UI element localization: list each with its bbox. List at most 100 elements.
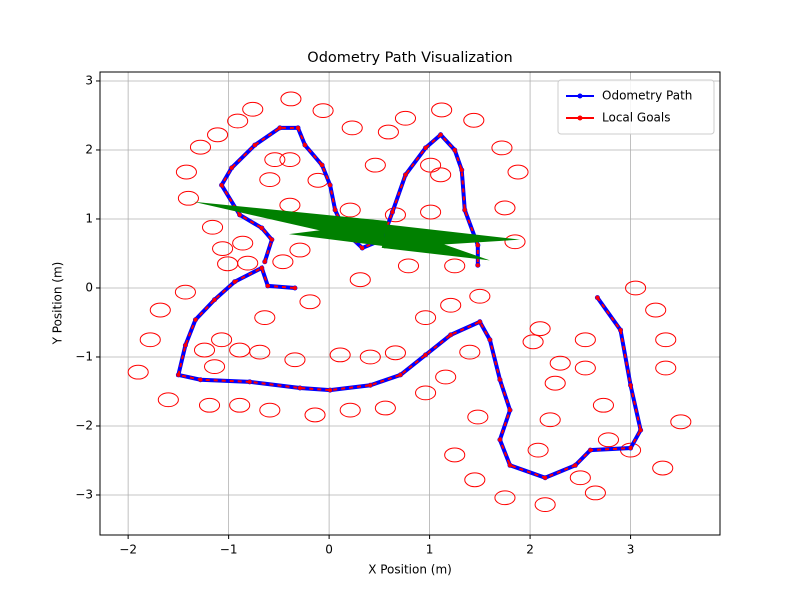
y-tick-label: −2 xyxy=(75,418,93,432)
series-marker xyxy=(462,208,467,213)
series-marker xyxy=(618,328,623,333)
goal-circle xyxy=(127,364,149,380)
goal-circle xyxy=(139,332,161,348)
series-marker xyxy=(360,245,365,250)
series-marker xyxy=(252,143,257,148)
goal-circle xyxy=(670,414,692,430)
legend-label: Odometry Path xyxy=(602,89,692,103)
goal-circle xyxy=(364,157,386,173)
goal-circle xyxy=(339,402,361,418)
goal-circle xyxy=(420,157,442,173)
goal-circle xyxy=(339,202,361,218)
series-marker xyxy=(237,212,242,217)
goal-circle xyxy=(232,235,254,251)
goal-circle xyxy=(272,254,294,270)
goal-circle xyxy=(198,397,221,413)
series-marker xyxy=(497,377,502,382)
goal-circle xyxy=(359,349,381,365)
y-tick-label: −3 xyxy=(75,487,93,501)
goal-circle xyxy=(574,360,596,376)
series-marker xyxy=(638,428,643,433)
goal-circle xyxy=(237,255,259,271)
goal-circle xyxy=(304,407,326,423)
series-marker xyxy=(543,475,548,480)
series-marker xyxy=(259,225,264,230)
series-marker xyxy=(320,163,325,168)
chart-title: Odometry Path Visualization xyxy=(307,50,512,66)
series-marker xyxy=(297,386,302,391)
goal-circle xyxy=(444,258,466,274)
goal-circle xyxy=(491,140,513,156)
quiver-arrow xyxy=(288,222,385,247)
goal-circle xyxy=(459,344,481,360)
goal-circle xyxy=(349,272,371,288)
goal-circle xyxy=(204,359,226,375)
goal-circle xyxy=(264,152,286,168)
goal-circle xyxy=(549,355,571,371)
series-marker xyxy=(507,463,512,468)
goal-circle xyxy=(174,284,196,300)
goal-circle xyxy=(494,200,516,216)
goal-circle xyxy=(467,409,489,425)
goal-circle xyxy=(193,342,216,358)
series-marker xyxy=(487,337,492,342)
series-marker xyxy=(333,208,338,213)
goal-circle xyxy=(574,332,596,348)
goal-circle xyxy=(284,352,306,368)
goal-circle xyxy=(420,204,442,220)
goal-circle xyxy=(242,101,264,117)
series-marker xyxy=(259,265,264,270)
series-marker xyxy=(448,332,453,337)
legend-box xyxy=(557,79,715,135)
goal-circle xyxy=(440,297,462,313)
y-axis-label: Y Position (m) xyxy=(51,262,65,346)
series-marker xyxy=(232,279,237,284)
goal-circle xyxy=(259,172,281,188)
series-marker xyxy=(183,343,188,348)
series-marker xyxy=(368,383,373,388)
series-marker xyxy=(193,317,198,322)
series-marker xyxy=(475,263,480,268)
goal-circle xyxy=(444,447,466,463)
goal-circle xyxy=(527,442,549,458)
series-marker xyxy=(277,125,282,130)
goal-circle xyxy=(227,113,249,129)
goal-circle xyxy=(259,402,281,418)
series-marker xyxy=(269,237,274,242)
series-marker xyxy=(477,319,482,324)
goal-circle xyxy=(212,241,234,257)
goal-circle xyxy=(522,334,544,350)
series-marker xyxy=(438,132,443,137)
goal-circle xyxy=(415,385,437,401)
series-marker xyxy=(588,448,593,453)
goal-circle xyxy=(534,497,556,513)
y-tick-label: 0 xyxy=(85,280,93,294)
series-marker xyxy=(292,285,297,290)
series-marker xyxy=(507,408,512,413)
series-marker xyxy=(423,145,428,150)
series-marker xyxy=(229,165,234,170)
goal-circle xyxy=(229,397,251,413)
goal-circle xyxy=(569,470,591,486)
x-tick-label: 2 xyxy=(526,543,534,557)
series-marker xyxy=(423,352,428,357)
goal-circle xyxy=(652,460,674,476)
series-marker xyxy=(497,437,502,442)
goal-circle xyxy=(539,412,561,428)
x-tick-label: 0 xyxy=(325,543,333,557)
goal-circle xyxy=(279,152,301,168)
goal-circle xyxy=(384,345,406,361)
goal-circle xyxy=(529,321,551,337)
series-marker xyxy=(390,210,395,215)
axes-frame xyxy=(99,71,721,536)
goal-circle xyxy=(374,400,396,416)
legend-label: Local Goals xyxy=(602,111,671,125)
series-marker xyxy=(573,463,578,468)
series-marker xyxy=(247,379,252,384)
goal-circle xyxy=(597,432,620,448)
y-tick-label: 3 xyxy=(85,73,93,87)
y-tick-label: −1 xyxy=(75,349,93,363)
goal-circle xyxy=(329,347,351,363)
goal-circle xyxy=(435,369,457,385)
